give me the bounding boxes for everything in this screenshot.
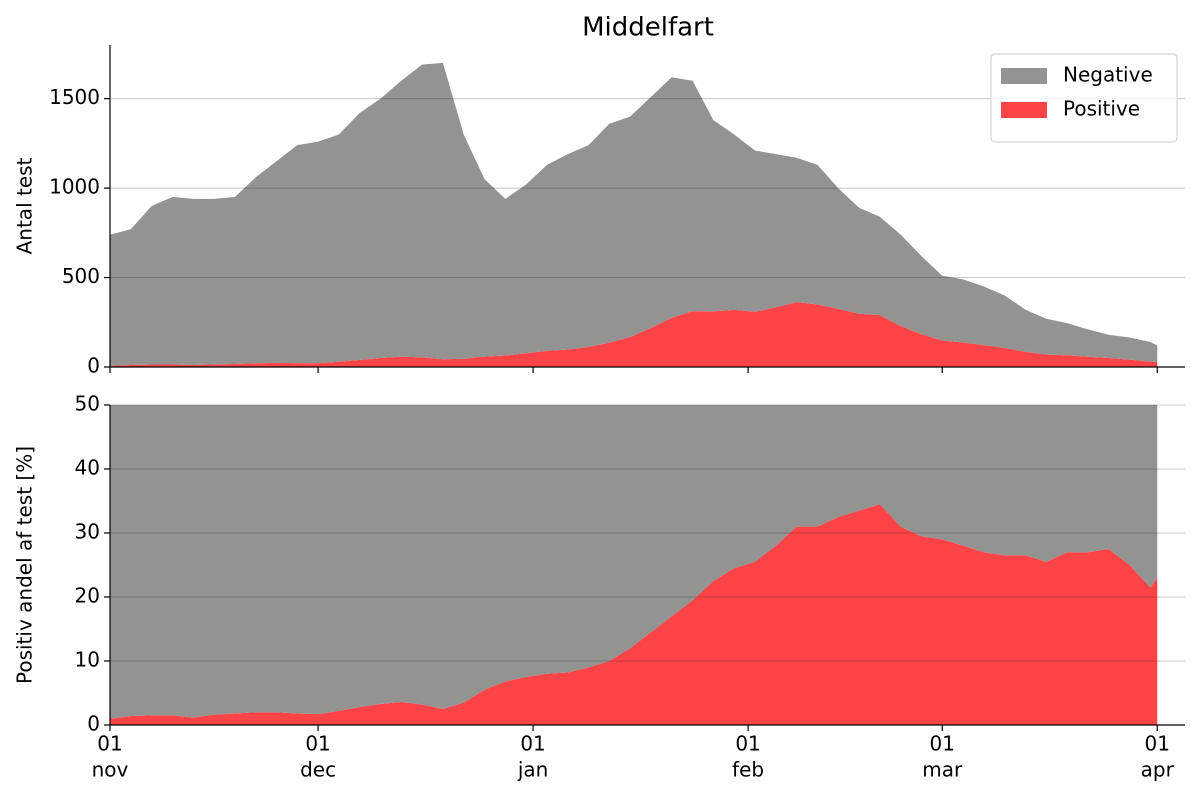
x-tick-label: 01: [1145, 732, 1170, 756]
y-tick-label: 40: [75, 456, 100, 480]
y-tick-label: 20: [75, 584, 100, 608]
y-tick-label: 0: [87, 712, 100, 736]
y-axis-label: Antal test: [13, 157, 37, 254]
x-tick-label: 01: [735, 732, 760, 756]
y-tick-label: 1500: [49, 85, 100, 109]
legend-label: Negative: [1063, 63, 1153, 87]
area-positive: [110, 302, 1158, 367]
y-tick-label: 500: [62, 264, 100, 288]
legend-label: Positive: [1063, 97, 1140, 121]
x-tick-sublabel: feb: [732, 758, 764, 782]
legend: Negative Positive: [990, 53, 1178, 143]
y-tick-label: 10: [75, 648, 100, 672]
area-negative: [110, 62, 1158, 366]
x-tick-label: 01: [930, 732, 955, 756]
area-positive: [110, 504, 1158, 725]
x-tick-sublabel: mar: [922, 758, 963, 782]
y-tick-label: 30: [75, 520, 100, 544]
y-tick-label: 1000: [49, 175, 100, 199]
y-axis-label: Positiv andel af test [%]: [13, 446, 37, 684]
legend-swatch: [1001, 102, 1047, 118]
x-tick-label: 01: [97, 732, 122, 756]
legend-swatch: [1001, 68, 1047, 84]
area-negative: [110, 405, 1158, 719]
y-tick-label: 50: [75, 392, 100, 416]
x-tick-label: 01: [520, 732, 545, 756]
y-tick-label: 0: [87, 354, 100, 378]
x-tick-sublabel: nov: [92, 758, 129, 782]
x-tick-sublabel: apr: [1141, 758, 1175, 782]
x-tick-label: 01: [305, 732, 330, 756]
plot-area: [110, 62, 1158, 367]
chart-title: Middelfart: [582, 13, 714, 43]
plot-area: [110, 405, 1158, 725]
x-tick-sublabel: jan: [517, 758, 549, 782]
x-tick-sublabel: dec: [300, 758, 336, 782]
